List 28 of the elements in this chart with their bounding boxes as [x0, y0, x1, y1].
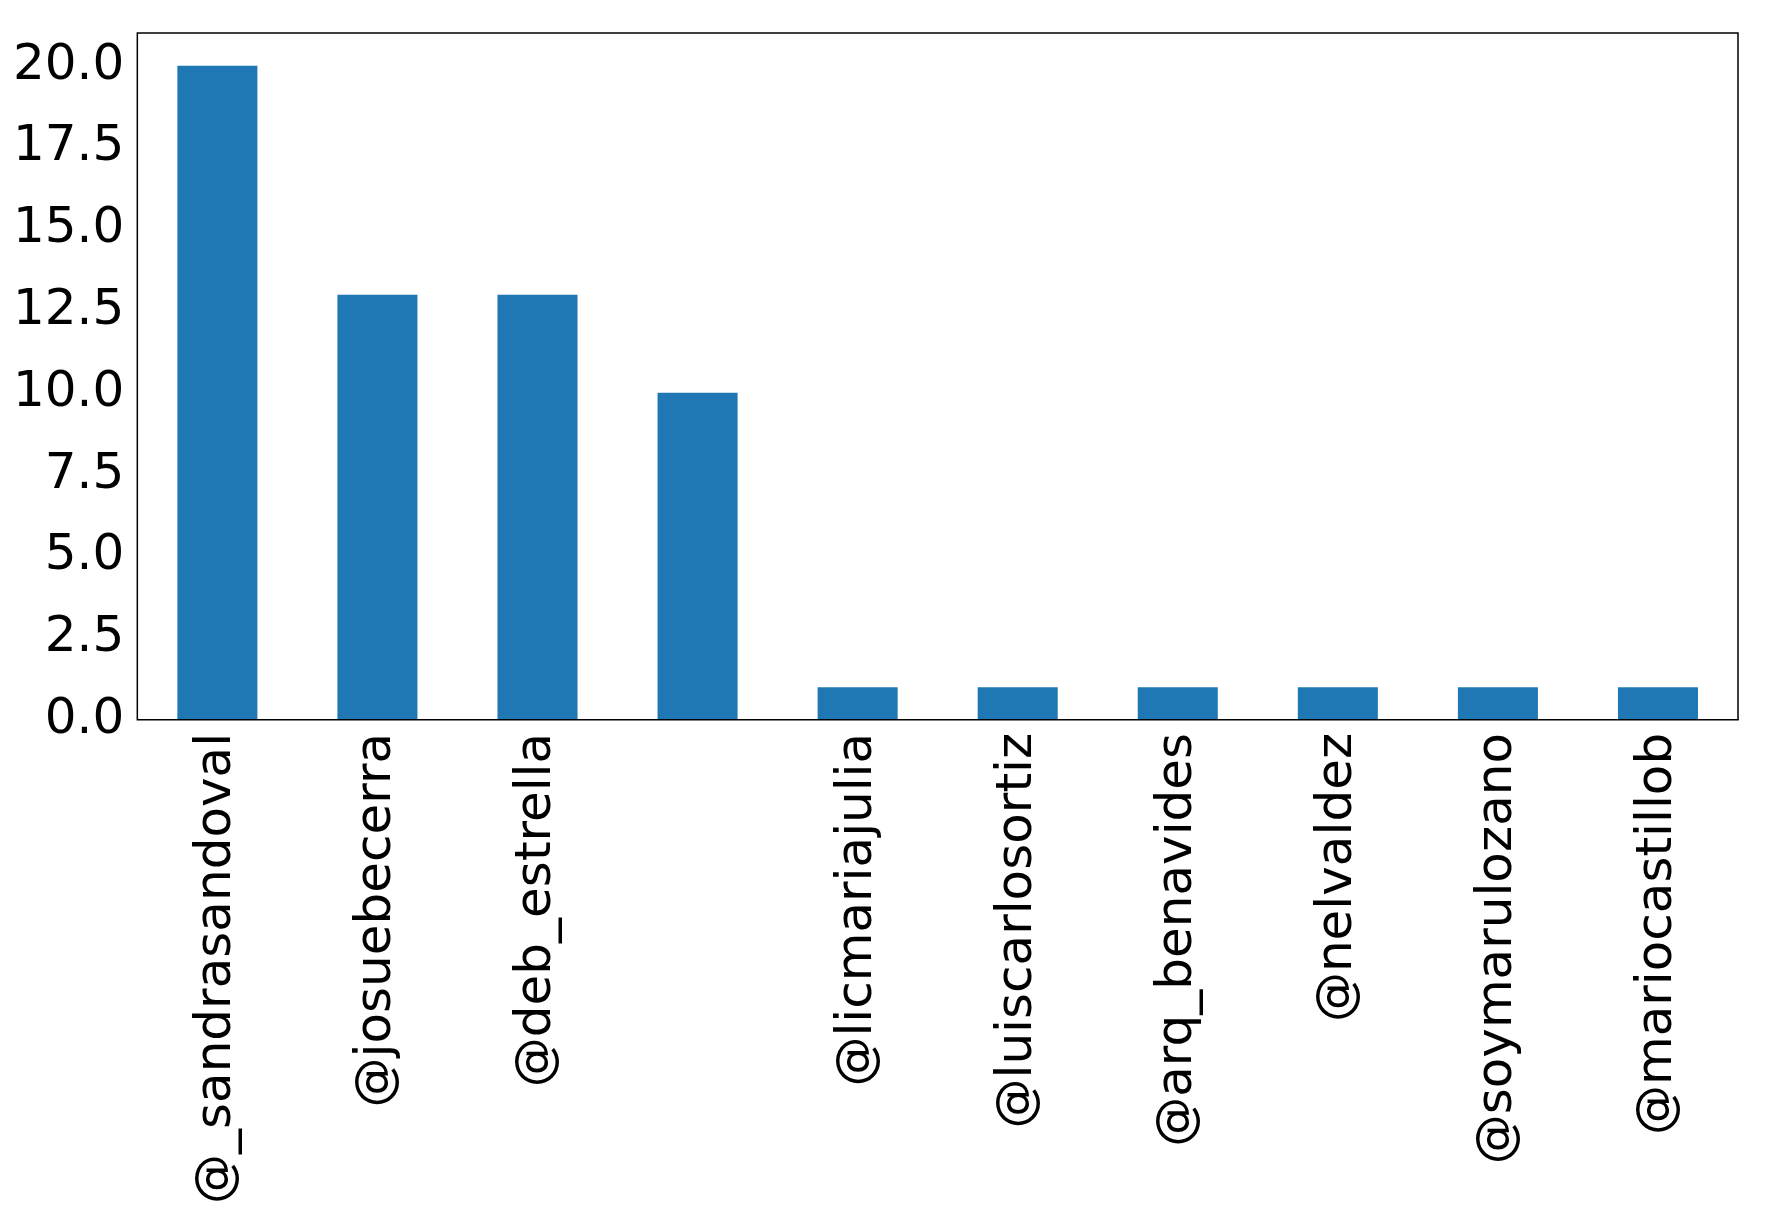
bar — [1617, 687, 1698, 720]
y-tick-label: 0.0 — [44, 686, 125, 745]
bar — [497, 294, 578, 720]
bar — [1137, 687, 1218, 720]
x-tick-label: @soymarulozano — [1464, 732, 1523, 1165]
y-tick-label: 12.5 — [13, 278, 125, 336]
y-tick-label: 10.0 — [13, 359, 125, 418]
y-tick-label: 17.5 — [13, 114, 125, 173]
x-tick-label: @licmariajulia — [824, 732, 883, 1087]
bar — [657, 392, 738, 720]
y-tick-label: 7.5 — [44, 441, 125, 500]
bar — [1297, 687, 1378, 720]
x-tick-label: @deb_estrella — [504, 732, 563, 1088]
y-tick-label: 2.5 — [44, 605, 125, 664]
y-tick-label: 15.0 — [13, 196, 125, 255]
bar — [977, 687, 1058, 720]
x-tick-label: @mariocastillob — [1624, 732, 1683, 1136]
x-tick-label: @josuebecerra — [344, 732, 403, 1108]
bar — [177, 65, 258, 720]
y-tick-label: 5.0 — [44, 523, 125, 582]
y-tick-label: 20.0 — [13, 32, 125, 91]
bar — [817, 687, 898, 720]
bar — [337, 294, 418, 720]
x-tick-label: @nelvaldez — [1304, 732, 1363, 1023]
x-tick-label: @_sandrasandoval — [184, 732, 243, 1205]
x-tick-label: @luiscarlosortiz — [984, 732, 1043, 1129]
bar — [1457, 687, 1538, 720]
x-tick-label: @arq_benavides — [1144, 732, 1203, 1147]
